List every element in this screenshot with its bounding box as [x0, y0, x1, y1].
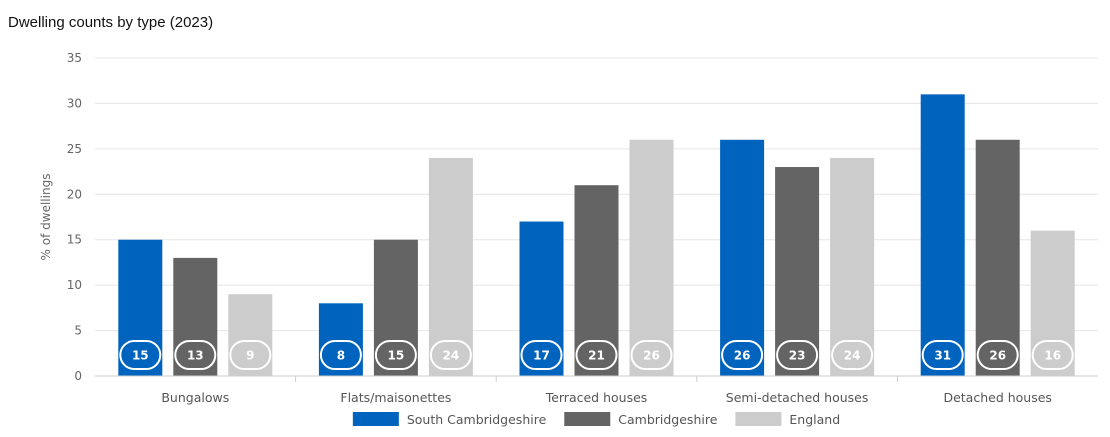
legend-swatch: [352, 412, 399, 426]
data-label: 26: [643, 349, 660, 363]
data-label: 21: [588, 349, 605, 363]
bar[interactable]: [830, 157, 875, 376]
data-label-badge: [119, 340, 162, 370]
data-label: 13: [187, 349, 204, 363]
data-label: 23: [789, 349, 806, 363]
data-label: 8: [337, 349, 345, 363]
data-label-badge: [520, 340, 563, 370]
y-tick-label: 35: [67, 51, 82, 65]
data-label-badge: [429, 340, 472, 370]
x-category-label: Semi-detached houses: [726, 390, 869, 405]
legend[interactable]: South Cambridgeshire Cambridgeshire Englan…: [352, 412, 840, 427]
legend-item[interactable]: South Cambridgeshire: [352, 412, 547, 427]
bar[interactable]: [629, 139, 674, 376]
y-tick-label: 30: [67, 96, 82, 110]
x-category-label: Flats/maisonettes: [340, 390, 451, 405]
chart-title: Dwelling counts by type (2023): [8, 14, 214, 31]
y-tick-label: 15: [67, 233, 82, 247]
data-label-badge: [374, 340, 417, 370]
data-label-badge: [229, 340, 272, 370]
legend-label: South Cambridgeshire: [407, 412, 547, 427]
data-label-badge: [721, 340, 764, 370]
legend-label: Cambridgeshire: [618, 412, 717, 427]
data-label: 26: [989, 349, 1006, 363]
bar[interactable]: [920, 94, 965, 376]
data-label-badge: [630, 340, 673, 370]
legend-label: England: [789, 412, 840, 427]
data-label: 9: [246, 349, 254, 363]
data-label: 31: [934, 349, 951, 363]
data-label-badge: [575, 340, 618, 370]
data-label-badge: [174, 340, 217, 370]
data-labels: 15 13 9 8 15 24 17 21 26 26 23 24 31 26 16: [119, 340, 1074, 370]
data-label-badge: [1031, 340, 1074, 370]
x-category-label: Detached houses: [943, 390, 1051, 405]
legend-swatch: [735, 412, 782, 426]
data-label: 15: [132, 349, 149, 363]
bar[interactable]: [720, 139, 765, 376]
data-label: 16: [1044, 349, 1061, 363]
y-tick-label: 0: [74, 369, 82, 383]
x-category-label: Bungalows: [161, 390, 229, 405]
bars: [118, 94, 1075, 376]
data-label-badge: [921, 340, 964, 370]
x-category-label: Terraced houses: [545, 390, 648, 405]
data-label-badge: [776, 340, 819, 370]
bar[interactable]: [975, 139, 1020, 376]
y-axis-title: % of dwellings: [39, 174, 53, 261]
data-label-badge: [976, 340, 1019, 370]
bar[interactable]: [428, 157, 473, 376]
y-tick-label: 5: [74, 324, 82, 338]
data-label-badge: [319, 340, 362, 370]
y-tick-label: 25: [67, 142, 82, 156]
legend-swatch: [564, 412, 611, 426]
data-label: 17: [533, 349, 550, 363]
y-tick-label: 10: [67, 278, 82, 292]
data-label: 24: [844, 349, 861, 363]
y-tick-label: 20: [67, 187, 82, 201]
data-label: 15: [388, 349, 405, 363]
legend-item[interactable]: Cambridgeshire: [564, 412, 718, 427]
data-label: 26: [734, 349, 751, 363]
data-label: 24: [443, 349, 460, 363]
legend-item[interactable]: England: [735, 412, 840, 427]
axes: 0 5 10 15 20 25 30 35 % of dwellings Bungalows Fla…: [39, 51, 1098, 405]
data-label-badge: [831, 340, 874, 370]
